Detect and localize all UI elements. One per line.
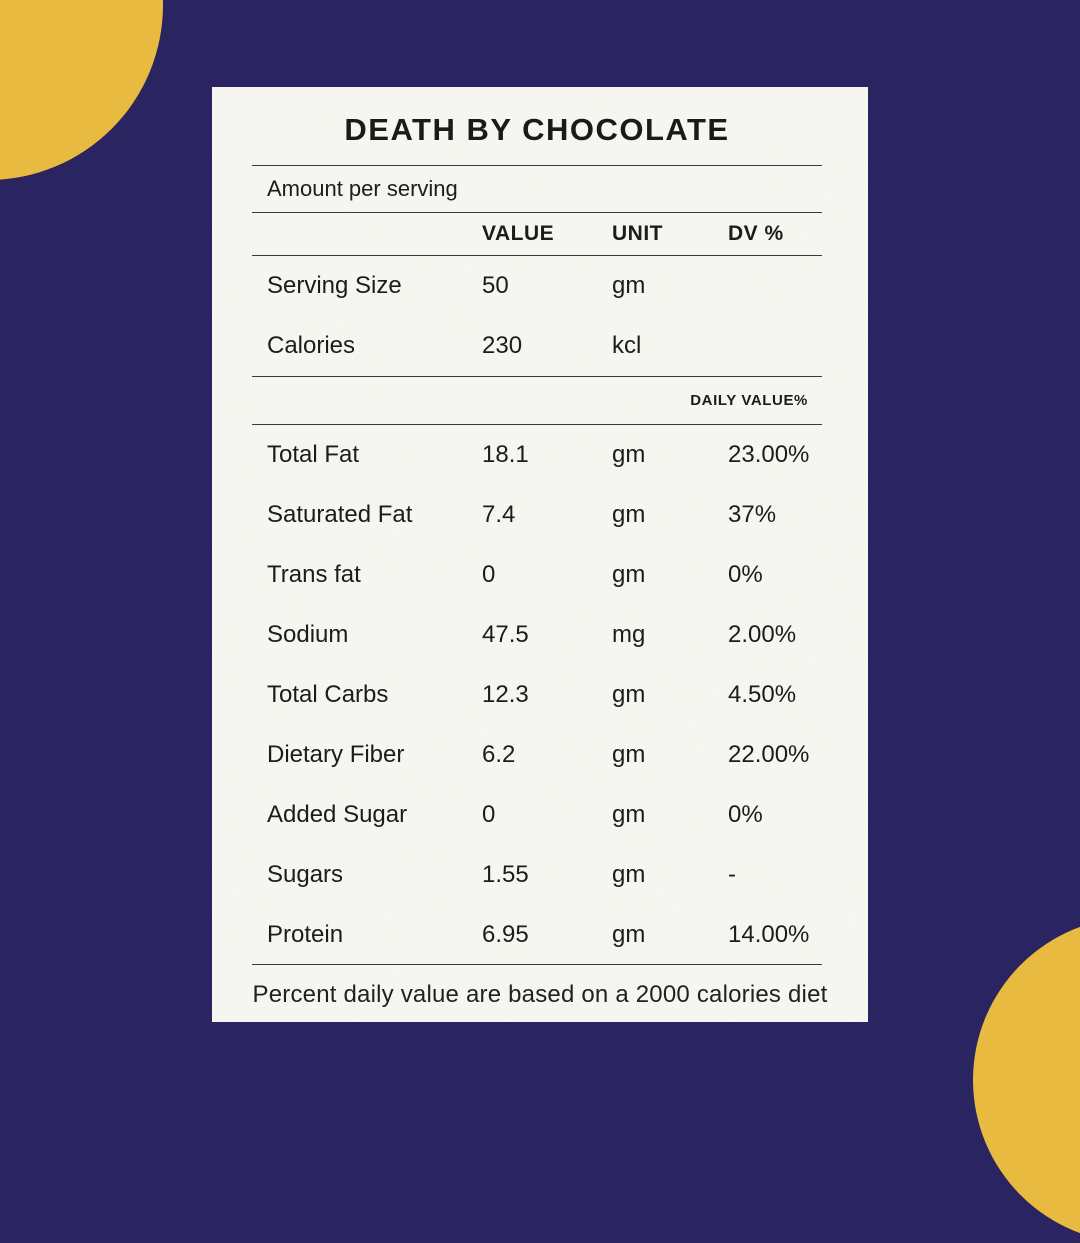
nutrient-label: Added Sugar [267,801,408,828]
column-header-unit: UNIT [612,222,663,245]
table-row: Total Carbs 12.3 gm 4.50% [252,665,822,725]
nutrient-unit: gm [612,861,646,888]
column-header-row: VALUE UNIT DV % [252,213,822,256]
nutrient-label: Protein [267,920,344,948]
nutrient-unit: gm [612,801,646,828]
nutrient-dv: 37% [728,501,777,528]
nutrient-value: 47.5 [482,621,529,648]
nutrient-unit: kcl [612,332,642,359]
nutrient-unit: gm [612,501,646,528]
nutrient-unit: gm [612,561,646,588]
table-row: Trans fat 0 gm 0% [252,545,822,605]
nutrient-label: Sugars [267,861,344,888]
yellow-circle-top-left [0,0,163,180]
nutrient-unit: gm [612,272,646,299]
nutrient-value: 1.55 [482,861,529,888]
table-row: Dietary Fiber 6.2 gm 22.00% [252,725,822,785]
nutrient-dv: 23.00% [728,441,810,468]
column-header-dv: DV % [728,222,784,245]
table-row: Total Fat 18.1 gm 23.00% [252,425,822,485]
nutrient-value: 0 [482,801,496,828]
nutrient-dv: 0% [728,561,763,588]
amount-per-serving-heading: Amount per serving [252,166,822,213]
nutrient-dv: 14.00% [728,920,810,948]
title-row: DEATH BY CHOCOLATE [252,87,822,166]
table-row: Calories 230 kcl [252,316,822,376]
daily-value-heading: DAILY VALUE% [252,377,822,425]
nutrient-label: Trans fat [267,561,361,588]
nutrient-value: 6.2 [482,741,516,768]
table-row: Protein 6.95 gm 14.00% [252,905,822,965]
table-row: Sodium 47.5 mg 2.00% [252,605,822,665]
nutrient-label: Total Carbs [267,681,389,708]
table-row: Sugars 1.55 gm - [252,845,822,905]
serving-section: Serving Size 50 gm Calories 230 kcl [252,256,822,377]
yellow-circle-bottom-right [973,917,1080,1243]
nutrient-value: 12.3 [482,681,529,708]
nutrient-unit: gm [612,441,646,468]
nutrient-value: 50 [482,272,509,299]
nutrient-value: 18.1 [482,441,529,468]
table-row: Serving Size 50 gm [252,256,822,316]
nutrient-value: 7.4 [482,501,516,528]
nutrient-label: Sodium [267,621,349,648]
nutrient-value: 0 [482,561,496,588]
page-title: DEATH BY CHOCOLATE [344,112,730,147]
nutrient-dv: 4.50% [728,681,797,708]
nutrient-value: 230 [482,332,523,359]
nutrient-label: Calories [267,332,356,359]
table-row: Added Sugar 0 gm 0% [252,785,822,845]
nutrient-label: Serving Size [267,272,402,299]
nutrient-dv: 0% [728,801,763,828]
footnote: Percent daily value are based on a 2000 … [252,980,828,1008]
table-row: Saturated Fat 7.4 gm 37% [252,485,822,545]
nutrient-unit: gm [612,741,646,768]
nutrient-unit: gm [612,681,646,708]
nutrient-unit: mg [612,621,646,648]
nutrient-unit: gm [612,920,646,948]
nutrient-dv: 22.00% [728,741,810,768]
nutrient-label: Dietary Fiber [267,741,405,768]
nutrient-dv: 2.00% [728,621,797,648]
nutrition-label-card: DEATH BY CHOCOLATE Amount per serving VA… [212,87,868,1022]
label-content: DEATH BY CHOCOLATE Amount per serving VA… [252,87,822,965]
nutrient-label: Total Fat [267,441,360,468]
nutrient-dv: - [728,861,736,888]
nutrient-label: Saturated Fat [267,501,413,528]
column-header-value: VALUE [482,222,555,245]
nutrient-value: 6.95 [482,920,529,948]
